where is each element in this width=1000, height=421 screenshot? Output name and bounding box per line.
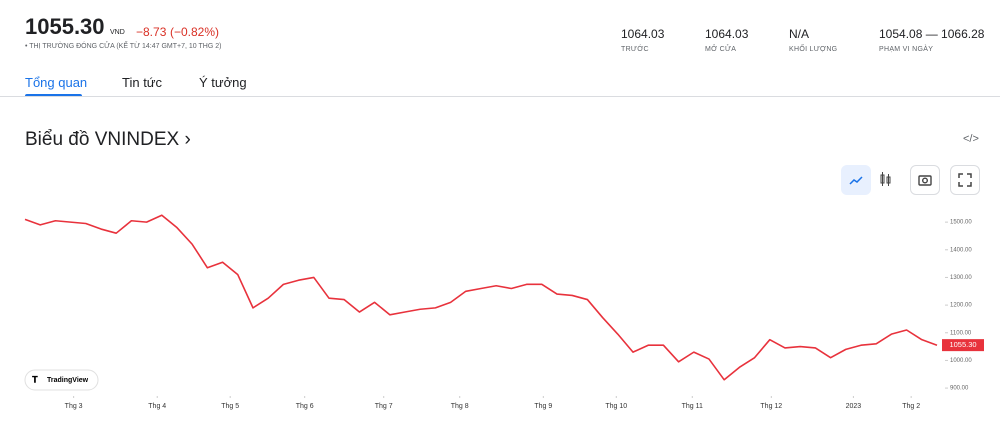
change: −8.73 xyxy=(136,25,167,39)
x-tick-label: Thg 9 xyxy=(534,403,552,410)
stat-label: TRƯỚC xyxy=(621,46,649,53)
last-price-box xyxy=(942,339,984,352)
x-tick-label: Thg 6 xyxy=(296,403,314,410)
stat-value: 1064.03 xyxy=(705,27,749,41)
icon xyxy=(880,172,891,186)
x-tick-label: 2023 xyxy=(846,403,862,410)
y-tick-label: 1400.00 xyxy=(950,247,972,253)
stat-label: KHỐI LƯỢNG xyxy=(789,46,838,53)
embed-icon[interactable]: </> xyxy=(963,133,979,145)
fullscreen-button[interactable] xyxy=(950,165,980,195)
price: 1055.30 xyxy=(25,14,105,39)
icon xyxy=(849,176,863,185)
brand-icon: 𝐓 xyxy=(32,374,38,384)
currency: VND xyxy=(110,29,125,36)
x-tick-label: Thg 7 xyxy=(375,403,393,410)
stat: N/A KHỐI LƯỢNG xyxy=(789,27,837,53)
screenshot-button[interactable] xyxy=(910,165,940,195)
stat-label: MỞ CỬA xyxy=(705,46,737,53)
tab[interactable]: Tin tức xyxy=(122,75,163,90)
y-tick-label: 1200.00 xyxy=(950,303,972,309)
line-chart-button[interactable] xyxy=(841,165,871,195)
x-tick-label: Thg 3 xyxy=(65,403,83,410)
price-line xyxy=(24,214,938,381)
stat-value: 1054.08 — 1066.28 xyxy=(879,27,985,41)
brand-badge xyxy=(24,369,99,391)
section-title[interactable]: Biểu đồ VNINDEX › xyxy=(25,129,191,150)
y-tick-label: 1300.00 xyxy=(950,275,972,281)
brand: TradingView xyxy=(47,377,89,384)
divider xyxy=(0,96,1000,97)
stat-label: PHẠM VI NGÀY xyxy=(879,46,934,53)
tab[interactable]: Ý tưởng xyxy=(199,75,247,90)
y-tick-label: 1100.00 xyxy=(950,330,972,336)
candle-chart-button[interactable] xyxy=(871,165,901,195)
y-tick-label: 1000.00 xyxy=(950,358,972,364)
change-pct: (−0.82%) xyxy=(170,25,220,39)
market-status: • THỊ TRƯỜNG ĐÓNG CỬA (KỂ TỪ 14:47 GMT+7… xyxy=(25,43,222,50)
x-tick-label: Thg 2 xyxy=(902,403,920,410)
stat-value: 1064.03 xyxy=(621,27,665,41)
y-tick-label: 1500.00 xyxy=(950,220,972,226)
stat-value: N/A xyxy=(789,27,810,41)
x-tick-label: Thg 10 xyxy=(605,403,627,410)
stat: 1054.08 — 1066.28 PHẠM VI NGÀY xyxy=(879,27,984,53)
x-tick-label: Thg 5 xyxy=(221,403,239,410)
x-tick-label: Thg 12 xyxy=(760,403,782,410)
x-tick-label: Thg 11 xyxy=(682,403,703,410)
stat: 1064.03 TRƯỚC xyxy=(621,27,664,53)
icon xyxy=(958,173,972,187)
tab[interactable]: Tổng quan xyxy=(25,75,88,90)
icon xyxy=(918,175,932,186)
x-tick-label: Thg 8 xyxy=(451,403,469,410)
stat: 1064.03 MỞ CỬA xyxy=(705,27,748,53)
last-price-label: 1055.30 xyxy=(949,340,976,349)
tab-indicator xyxy=(25,94,82,97)
y-tick-label: 900.00 xyxy=(950,386,969,392)
x-tick-label: Thg 4 xyxy=(148,403,166,410)
